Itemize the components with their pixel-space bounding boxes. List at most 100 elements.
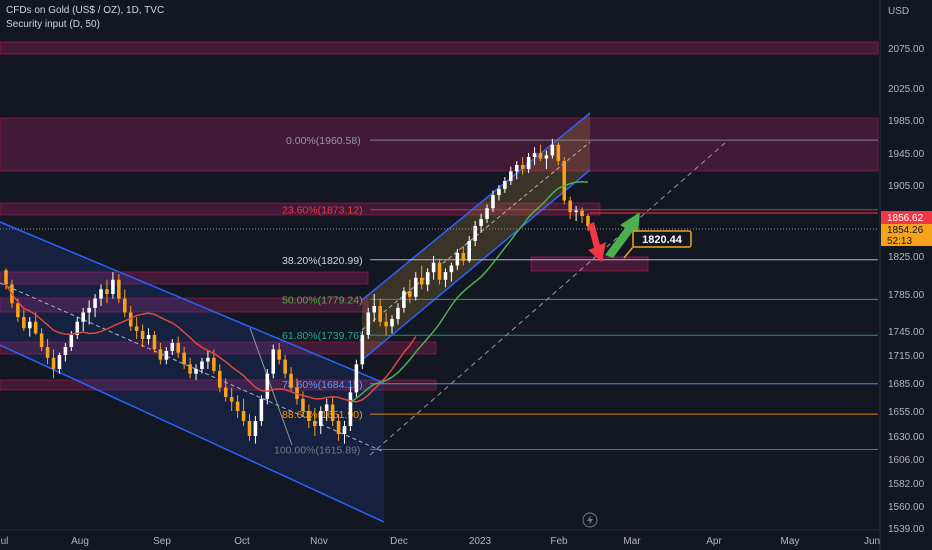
zone-1775: [0, 297, 369, 313]
candle-body-10: [63, 347, 68, 355]
candle-body-85: [509, 171, 513, 181]
candle-body-8: [51, 357, 56, 369]
ascending-channel-bottom: [361, 169, 591, 361]
candle-body-15: [93, 298, 97, 308]
candle-body-54: [324, 404, 329, 411]
candle-body-55: [330, 404, 335, 421]
candle-body-84: [503, 181, 507, 189]
candle-body-92: [550, 144, 555, 156]
y-tick-12: 1630.00: [888, 432, 925, 443]
candle-body-3: [22, 317, 26, 329]
legend-symbol: CFDs on Gold (US$ / OZ), 1D, TVC: [6, 5, 165, 16]
candle-body-24: [146, 335, 151, 339]
candle-body-6: [39, 333, 44, 347]
y-tick-9: 1715.00: [888, 351, 925, 362]
candle-body-18: [111, 279, 115, 294]
candle-body-76: [455, 253, 460, 266]
candle-body-46: [277, 349, 281, 360]
target-box: [632, 230, 692, 248]
candle-body-47: [283, 359, 287, 374]
candle-body-67: [402, 291, 406, 308]
candle-body-43: [259, 398, 264, 421]
fib-label-4: 61.80%(1739.76): [282, 330, 363, 342]
candle-body-64: [384, 321, 388, 327]
candle-body-58: [348, 392, 353, 426]
x-tick-0: Jul: [0, 536, 8, 547]
candle-body-51: [307, 411, 311, 421]
x-tick-8: Mar: [623, 536, 641, 547]
last-price-text: 1856.62: [887, 213, 924, 224]
candle-body-77: [461, 253, 466, 261]
fib-label-7: 100.00%(1615.89): [274, 445, 360, 457]
lightning-icon-glyph: [587, 515, 593, 525]
candle-body-34: [206, 357, 210, 362]
arrow-down: [588, 222, 606, 262]
candle-body-88: [526, 157, 531, 169]
candle-body-80: [479, 219, 483, 226]
zone-1880: [0, 202, 601, 216]
candle-body-21: [128, 312, 133, 327]
fib-label-3: 50.00%(1779.24): [282, 294, 363, 306]
candle-body-53: [318, 411, 323, 426]
candle-body-4: [27, 321, 32, 329]
y-tick-3: 1945.00: [888, 149, 925, 160]
y-tick-16: 1539.00: [888, 524, 925, 535]
candle-body-38: [229, 397, 234, 402]
candle-body-81: [485, 208, 489, 219]
candle-body-57: [342, 426, 347, 434]
candle-body-11: [69, 335, 74, 347]
candle-body-69: [413, 277, 418, 297]
y-tick-8: 1745.00: [888, 327, 925, 338]
candle-body-50: [301, 398, 305, 411]
y-tick-2: 1985.00: [888, 116, 925, 127]
candle-body-35: [212, 357, 216, 371]
last-price-badge: [881, 211, 932, 224]
y-axis-currency: USD: [888, 6, 909, 17]
countdown-text: 52:13: [887, 236, 912, 247]
candle-body-5: [33, 321, 38, 334]
candle-body-42: [253, 421, 258, 436]
candle-body-93: [556, 144, 561, 161]
candle-body-31: [188, 364, 192, 374]
candle-body-25: [152, 335, 157, 350]
candle-body-2: [16, 303, 20, 318]
candle-body-32: [194, 369, 198, 374]
candle-body-41: [247, 421, 252, 436]
x-tick-6: 2023: [469, 536, 492, 547]
candle-body-60: [360, 335, 365, 365]
y-tick-4: 1905.00: [888, 181, 925, 192]
candle-body-12: [75, 321, 80, 335]
candle-body-17: [105, 289, 109, 294]
candle-body-89: [532, 153, 537, 157]
candle-body-73: [437, 262, 442, 280]
y-tick-14: 1582.00: [888, 479, 925, 490]
zone-target: [530, 256, 649, 272]
candle-body-91: [544, 155, 549, 159]
y-tick-7: 1785.00: [888, 290, 925, 301]
y-tick-15: 1560.00: [888, 502, 925, 513]
zone-1960: [0, 117, 879, 172]
candle-body-63: [378, 306, 382, 322]
candle-body-27: [164, 351, 169, 360]
y-tick-1: 2025.00: [888, 84, 925, 95]
candle-body-33: [200, 361, 204, 369]
zone-1720: [0, 341, 437, 355]
candle-body-30: [182, 352, 186, 365]
fib-label-1: 23.60%(1873.12): [282, 205, 363, 217]
lightning-icon: [582, 512, 598, 528]
candle-body-95: [568, 200, 572, 213]
candle-body-96: [574, 210, 578, 213]
candle-body-19: [117, 279, 121, 299]
candle-body-70: [419, 277, 424, 285]
candle-body-16: [99, 289, 103, 299]
ma-green-line: [350, 181, 589, 403]
candle-body-71: [425, 272, 430, 285]
current-price-badge: [881, 224, 932, 246]
current-price-text: 1854.26: [887, 225, 924, 236]
candle-body-87: [520, 165, 525, 169]
candle-body-45: [271, 349, 276, 374]
fib-label-5: 78.60%(1684.15): [282, 379, 363, 391]
candle-body-74: [443, 272, 448, 280]
